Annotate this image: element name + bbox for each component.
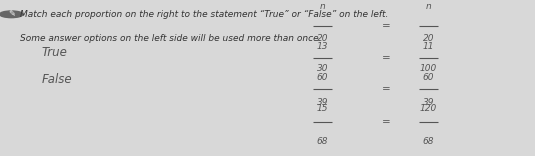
Text: Some answer options on the left side will be used more than once.: Some answer options on the left side wil… xyxy=(20,34,322,43)
Text: =: = xyxy=(381,53,391,63)
Text: =: = xyxy=(381,21,391,31)
Text: 60: 60 xyxy=(317,73,328,82)
Text: 39: 39 xyxy=(423,98,434,107)
Text: =: = xyxy=(381,84,391,94)
Text: 13: 13 xyxy=(317,42,328,51)
Text: True: True xyxy=(42,46,67,59)
Text: ✎: ✎ xyxy=(8,10,15,19)
Text: n: n xyxy=(319,2,325,11)
Text: 120: 120 xyxy=(419,104,437,113)
Text: Match each proportion on the right to the statement “True” or “False” on the lef: Match each proportion on the right to th… xyxy=(20,10,389,19)
Text: 100: 100 xyxy=(419,64,437,73)
Text: 68: 68 xyxy=(423,137,434,146)
Text: 20: 20 xyxy=(423,34,434,43)
Text: =: = xyxy=(381,117,391,127)
Text: 60: 60 xyxy=(423,73,434,82)
Text: 11: 11 xyxy=(423,42,434,51)
Text: 39: 39 xyxy=(317,98,328,107)
Text: 15: 15 xyxy=(317,104,328,113)
Text: 20: 20 xyxy=(317,34,328,43)
Text: n: n xyxy=(425,2,431,11)
Circle shape xyxy=(0,11,23,18)
Text: 68: 68 xyxy=(317,137,328,146)
Text: 30: 30 xyxy=(317,64,328,73)
Text: False: False xyxy=(42,73,72,86)
